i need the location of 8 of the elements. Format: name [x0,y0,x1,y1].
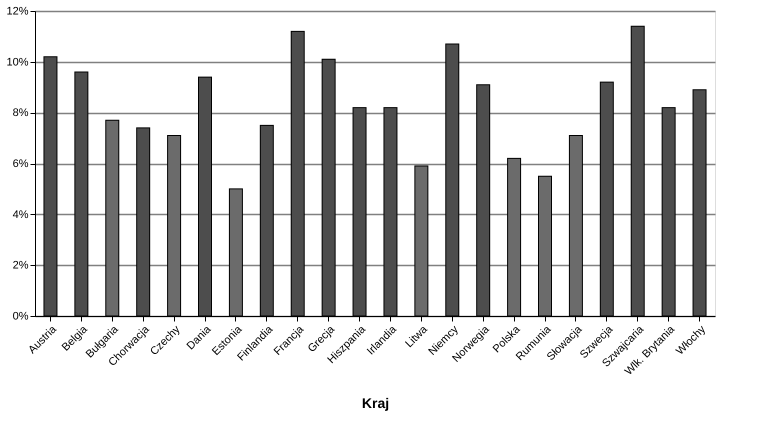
y-tick-label: 12% [6,6,29,18]
y-tick-label: 2% [12,260,29,272]
y-tick-label: 0% [12,310,29,322]
y-tick-label: 10% [6,56,29,68]
y-tick-label: 6% [12,158,29,170]
y-tick-label: 4% [12,208,29,221]
x-axis-title: Kraj [362,395,390,412]
y-tick-label: 8% [12,107,29,120]
